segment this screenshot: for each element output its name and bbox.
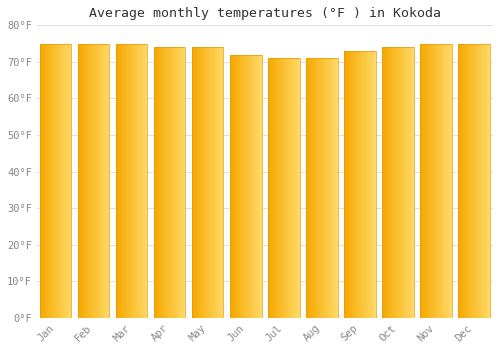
Bar bbox=[458, 43, 490, 318]
Bar bbox=[154, 47, 186, 318]
Bar bbox=[306, 58, 338, 318]
Bar bbox=[344, 51, 376, 318]
Bar bbox=[78, 43, 110, 318]
Bar bbox=[40, 43, 72, 318]
Bar bbox=[116, 43, 148, 318]
Bar bbox=[420, 43, 452, 318]
Bar bbox=[382, 47, 414, 318]
Bar bbox=[268, 58, 300, 318]
Title: Average monthly temperatures (°F ) in Kokoda: Average monthly temperatures (°F ) in Ko… bbox=[89, 7, 441, 20]
Bar bbox=[192, 47, 224, 318]
Bar bbox=[230, 55, 262, 318]
